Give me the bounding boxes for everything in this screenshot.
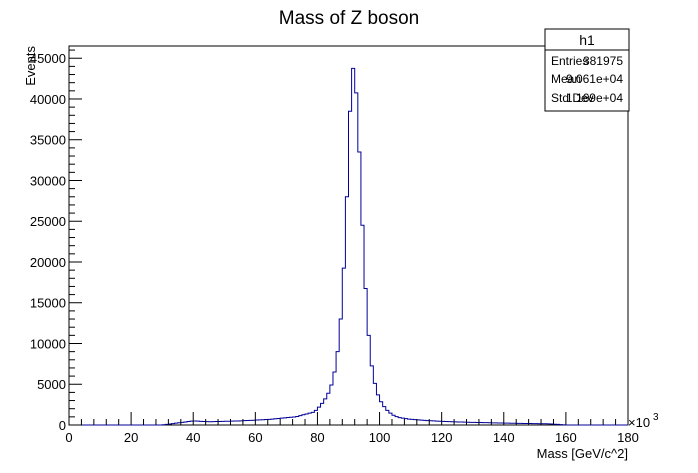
x-tick-label: 0 <box>65 430 72 445</box>
y-tick-label: 10000 <box>30 336 66 351</box>
stats-box-title: h1 <box>579 32 595 48</box>
y-tick-label: 0 <box>59 418 66 433</box>
stats-box: h1 Entries 381975 Mean 9.061e+04 Std Dev… <box>544 28 630 112</box>
y-tick-label: 25000 <box>30 214 66 229</box>
x-axis-exponent: ×10 3 <box>628 412 659 430</box>
y-tick-label: 20000 <box>30 255 66 270</box>
y-tick-label: 30000 <box>30 173 66 188</box>
stats-entries-value: 381975 <box>583 54 623 68</box>
x-tick-label: 180 <box>617 430 639 445</box>
x-tick-label: 120 <box>431 430 453 445</box>
chart-title: Mass of Z boson <box>279 8 419 29</box>
y-tick-label: 15000 <box>30 296 66 311</box>
x-tick-label: 160 <box>555 430 577 445</box>
x-axis-label: Mass [GeV/c^2] <box>537 446 628 461</box>
stats-entries-label: Entries <box>551 54 588 68</box>
stats-box-frame <box>544 28 630 112</box>
y-tick-label: 45000 <box>30 51 66 66</box>
x-axis-ticks: 0 20 40 60 80 100 120 140 160 180 <box>65 412 639 445</box>
stats-stddev-value: 1.169e+04 <box>566 91 623 105</box>
x-tick-label: 60 <box>248 430 262 445</box>
y-axis-label: Events <box>23 46 38 86</box>
x-tick-label: 80 <box>310 430 324 445</box>
y-tick-label: 40000 <box>30 92 66 107</box>
stats-mean-label: Mean <box>551 72 581 86</box>
histogram-line <box>69 67 628 426</box>
y-tick-label: 5000 <box>37 377 66 392</box>
plot-frame <box>68 45 629 426</box>
stats-mean-value: 9.061e+04 <box>566 72 623 86</box>
x-exponent-power: 3 <box>653 412 659 423</box>
x-tick-label: 40 <box>186 430 200 445</box>
y-axis-ticks: 0 5000 10000 15000 20000 25000 30000 35000 40000… <box>30 49 82 433</box>
histogram-series <box>69 67 628 426</box>
x-exponent-base: ×10 <box>628 415 650 430</box>
x-tick-label: 100 <box>369 430 391 445</box>
plot-area-border <box>68 45 629 426</box>
x-tick-label: 140 <box>493 430 515 445</box>
x-tick-label: 20 <box>124 430 138 445</box>
y-tick-label: 35000 <box>30 133 66 148</box>
stats-stddev-label: Std Dev <box>551 91 594 105</box>
